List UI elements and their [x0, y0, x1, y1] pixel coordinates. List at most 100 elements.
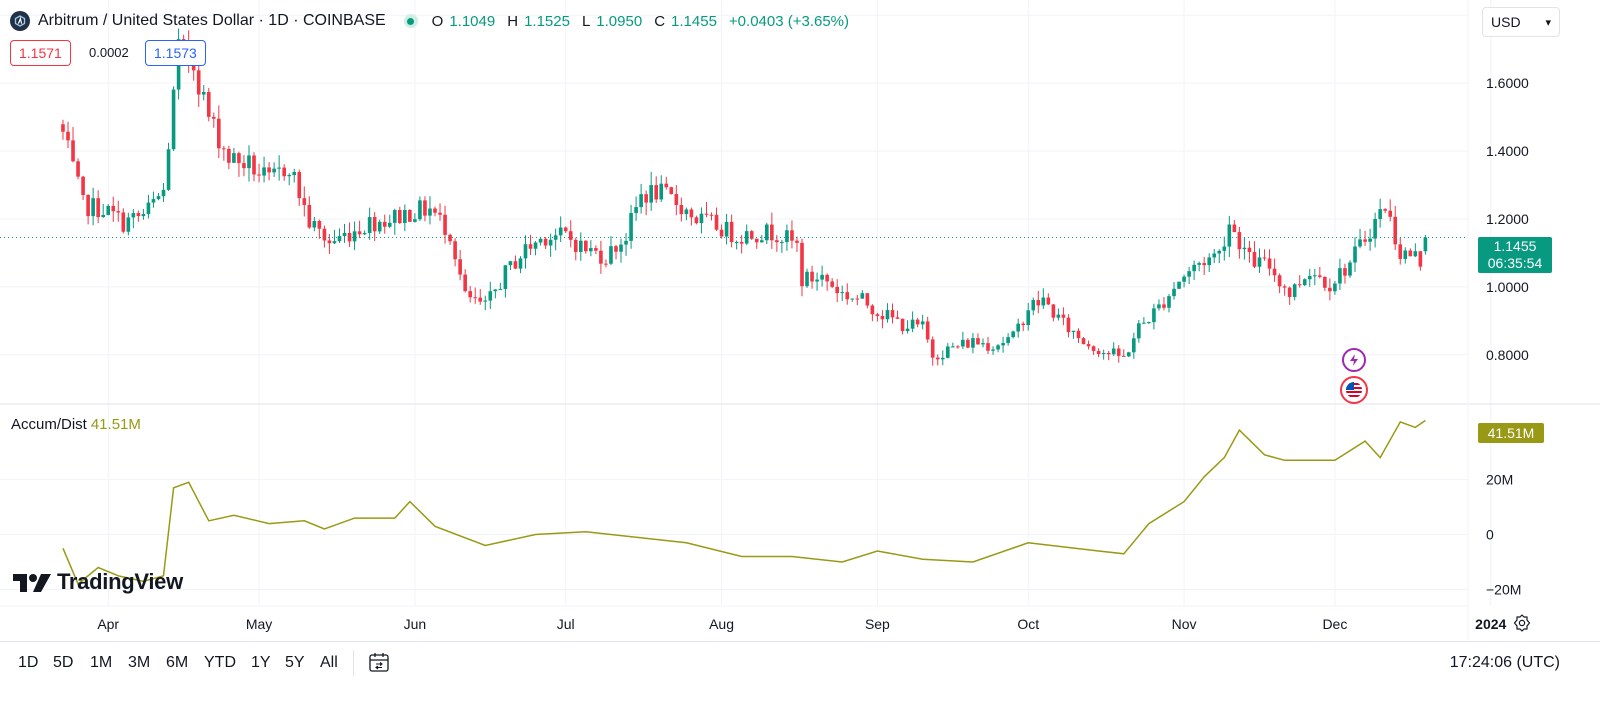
candle[interactable] — [1318, 266, 1322, 279]
candle[interactable] — [1423, 235, 1428, 255]
candle[interactable] — [573, 237, 578, 261]
range-5y[interactable]: 5Y — [285, 654, 305, 671]
candle[interactable] — [413, 213, 417, 223]
candle[interactable] — [227, 145, 231, 170]
candle[interactable] — [1116, 345, 1121, 363]
candle[interactable] — [800, 238, 804, 297]
candle[interactable] — [1081, 337, 1086, 345]
candle[interactable] — [1287, 286, 1292, 305]
candle[interactable] — [644, 190, 648, 216]
candle[interactable] — [629, 204, 633, 249]
candle[interactable] — [1333, 280, 1337, 295]
candle[interactable] — [463, 269, 467, 293]
candle[interactable] — [835, 279, 840, 303]
candle[interactable] — [247, 145, 251, 182]
candle[interactable] — [709, 212, 714, 221]
candle[interactable] — [734, 240, 739, 250]
candle[interactable] — [558, 216, 563, 242]
candle[interactable] — [438, 203, 442, 221]
candle[interactable] — [71, 127, 75, 163]
candle[interactable] — [252, 152, 256, 182]
candle[interactable] — [1383, 208, 1387, 214]
candle[interactable] — [1111, 342, 1116, 356]
candle[interactable] — [1202, 256, 1207, 276]
candle[interactable] — [317, 219, 322, 239]
candle[interactable] — [1348, 260, 1352, 278]
candle[interactable] — [1137, 319, 1141, 343]
candle[interactable] — [342, 223, 347, 243]
candle[interactable] — [1192, 260, 1196, 280]
candle[interactable] — [991, 346, 995, 355]
candle[interactable] — [1328, 278, 1332, 301]
candle[interactable] — [1363, 230, 1367, 246]
candle[interactable] — [377, 219, 382, 234]
utc-clock[interactable]: 17:24:06 (UTC) — [1449, 654, 1560, 671]
candle[interactable] — [850, 298, 855, 302]
candle[interactable] — [347, 222, 352, 247]
candle[interactable] — [619, 238, 623, 263]
candle[interactable] — [136, 210, 141, 222]
candle[interactable] — [1418, 251, 1423, 271]
candle[interactable] — [382, 214, 387, 234]
candle[interactable] — [262, 156, 266, 183]
market-status-icon[interactable] — [403, 14, 418, 28]
candle[interactable] — [890, 303, 895, 324]
us-flag-icon[interactable] — [1340, 376, 1368, 404]
candle[interactable] — [206, 87, 211, 122]
candle[interactable] — [961, 331, 965, 350]
candle[interactable] — [910, 311, 915, 332]
candle[interactable] — [111, 196, 116, 222]
candle[interactable] — [282, 164, 286, 181]
candle[interactable] — [1378, 198, 1382, 228]
candle[interactable] — [1046, 293, 1051, 305]
candle[interactable] — [257, 163, 261, 183]
candle[interactable] — [820, 265, 824, 287]
candle[interactable] — [764, 222, 769, 245]
range-1m[interactable]: 1M — [90, 654, 113, 671]
candle[interactable] — [302, 186, 307, 217]
candle[interactable] — [790, 220, 794, 249]
candle[interactable] — [1227, 215, 1232, 257]
candle[interactable] — [1222, 236, 1227, 261]
candle[interactable] — [1016, 318, 1020, 338]
candle[interactable] — [1343, 263, 1347, 284]
candle[interactable] — [1398, 237, 1403, 265]
date-range-icon[interactable] — [367, 651, 391, 675]
candle[interactable] — [498, 282, 503, 290]
candle[interactable] — [1167, 294, 1171, 313]
candle[interactable] — [956, 345, 960, 349]
candle[interactable] — [895, 310, 900, 320]
candle[interactable] — [1061, 307, 1066, 326]
candle[interactable] — [739, 234, 744, 254]
candle[interactable] — [770, 212, 774, 249]
candle[interactable] — [704, 202, 709, 218]
candle[interactable] — [518, 256, 523, 274]
candle[interactable] — [840, 285, 845, 301]
candle[interactable] — [453, 238, 457, 267]
candle[interactable] — [337, 228, 342, 244]
candle[interactable] — [1177, 281, 1181, 289]
candle[interactable] — [996, 343, 1000, 353]
candle[interactable] — [966, 337, 970, 349]
candle[interactable] — [101, 203, 106, 218]
candle[interactable] — [1006, 333, 1010, 346]
candle[interactable] — [528, 234, 533, 255]
accum-dist-series-line[interactable] — [62, 419, 1426, 586]
candle[interactable] — [971, 333, 975, 354]
candle[interactable] — [1197, 261, 1201, 272]
candle[interactable] — [699, 207, 704, 234]
candle[interactable] — [1031, 297, 1036, 316]
candle[interactable] — [1373, 212, 1377, 248]
candle[interactable] — [1066, 314, 1071, 338]
candle[interactable] — [287, 173, 292, 186]
candle[interactable] — [548, 233, 553, 257]
candle[interactable] — [372, 212, 377, 242]
candle[interactable] — [1101, 349, 1106, 360]
candle[interactable] — [900, 318, 905, 335]
candle[interactable] — [76, 158, 80, 180]
candle[interactable] — [935, 354, 940, 366]
candle[interactable] — [1041, 288, 1046, 309]
candle[interactable] — [1071, 330, 1076, 339]
candle[interactable] — [885, 303, 890, 323]
candle[interactable] — [1187, 266, 1191, 285]
